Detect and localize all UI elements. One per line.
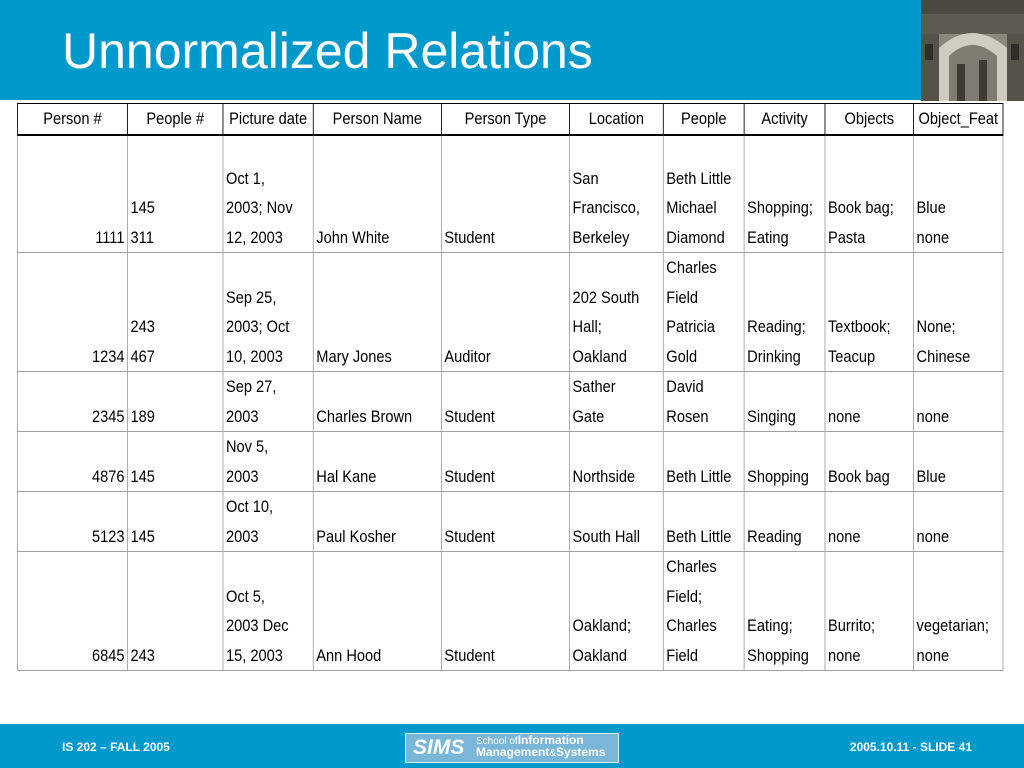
cell-person-type: Student [440,551,570,671]
cell-object-feat: None; Chinese [913,252,1004,372]
table-row: 1111 145 311 Oct 1, 2003; Nov 12, 2003 John… [17,134,1004,253]
cell-objects: Textbook; Teacup [824,252,914,372]
cell-location: 202 South Hall; Oakland [569,252,664,372]
cell-people: Beth Little Michael Diamond [662,134,745,253]
cell-person-type: Student [440,134,570,253]
unnormalized-relation-table: Person # People # Picture date Person Name P… [17,103,1004,671]
cell-people-num: 145 [127,431,224,492]
cell-person-type: Auditor [440,252,570,372]
cell-person-num: 1111 [17,134,128,253]
column-header-person-name: Person Name [312,103,442,136]
cell-location: San Francisco, Berkeley [569,134,664,253]
title-bar [0,0,1024,100]
cell-object-feat: Blue [913,431,1004,492]
logo-subtitle: School ofInformation Management&Systems [476,733,606,759]
logo-sims-text: SIMS [413,736,465,759]
cell-person-name: Charles Brown [312,371,442,432]
cell-activity: Shopping [743,431,826,492]
cell-people: Beth Little [662,431,745,492]
cell-people-num: 145 311 [127,134,224,253]
table-row: 1234 243 467 Sep 25, 2003; Oct 10, 2003 Mar… [17,252,1004,372]
cell-location: South Hall [569,491,664,552]
cell-person-name: John White [312,134,442,253]
cell-object-feat: Blue none [913,134,1004,253]
cell-activity: Shopping; Eating [743,134,826,253]
cell-people-num: 243 467 [127,252,224,372]
cell-person-name: Mary Jones [312,252,442,372]
cell-people: Beth Little [662,491,745,552]
cell-person-name: Paul Kosher [312,491,442,552]
cell-picture-date: Oct 10, 2003 [222,491,314,552]
cell-activity: Singing [743,371,826,432]
logo-ampersand: & [549,748,557,759]
column-header-people: People [662,103,745,136]
cell-object-feat: none [913,491,1004,552]
cell-person-num: 6845 [17,551,128,671]
cell-picture-date: Sep 25, 2003; Oct 10, 2003 [222,252,314,372]
relation-table-wrapper: Person # People # Picture date Person Name P… [17,103,1024,671]
slide-title: Unnormalized Relations [62,23,593,79]
cell-people-num: 145 [127,491,224,552]
sims-logo: SIMS School ofInformation Management&Sys… [405,733,619,763]
cell-location: Northside [569,431,664,492]
cell-people-num: 189 [127,371,224,432]
cell-activity: Reading [743,491,826,552]
cell-people-num: 243 [127,551,224,671]
column-header-person-num: Person # [17,103,128,136]
cell-objects: none [824,491,914,552]
column-header-people-num: People # [127,103,224,136]
table-row: 6845 243 Oct 5, 2003 Dec 15, 2003 Ann Hood S… [17,551,1004,671]
cell-person-type: Student [440,491,570,552]
table-row: 5123 145 Oct 10, 2003 Paul Kosher Student Sou… [17,491,1004,552]
cell-person-num: 4876 [17,431,128,492]
cell-people: Charles Field Patricia Gold [662,252,745,372]
column-header-location: Location [569,103,664,136]
building-photo [921,0,1024,101]
course-label: IS 202 – FALL 2005 [62,740,170,754]
table-header-row: Person # People # Picture date Person Name P… [17,103,1004,136]
column-header-picture-date: Picture date [222,103,314,136]
cell-people: Charles Field; Charles Field [662,551,745,671]
cell-person-type: Student [440,371,570,432]
cell-activity: Eating; Shopping [743,551,826,671]
column-header-activity: Activity [743,103,826,136]
cell-picture-date: Nov 5, 2003 [222,431,314,492]
cell-picture-date: Oct 5, 2003 Dec 15, 2003 [222,551,314,671]
table-row: 4876 145 Nov 5, 2003 Hal Kane Student Northsi… [17,431,1004,492]
slide-number-label: 2005.10.11 - SLIDE 41 [849,740,972,754]
cell-people: David Rosen [662,371,745,432]
table-row: 2345 189 Sep 27, 2003 Charles Brown Student S… [17,371,1004,432]
cell-object-feat: none [913,371,1004,432]
logo-systems: Systems [556,745,606,759]
cell-person-name: Hal Kane [312,431,442,492]
cell-objects: Book bag [824,431,914,492]
column-header-object-feat: Object_Feat [913,103,1004,136]
cell-location: Sather Gate [569,371,664,432]
column-header-person-type: Person Type [440,103,570,136]
cell-person-num: 2345 [17,371,128,432]
logo-information: Information [517,733,584,747]
cell-picture-date: Sep 27, 2003 [222,371,314,432]
logo-management: Management [476,745,550,759]
cell-person-type: Student [440,431,570,492]
cell-person-num: 5123 [17,491,128,552]
cell-objects: Burrito; none [824,551,914,671]
cell-person-name: Ann Hood [312,551,442,671]
logo-school-of: School of [476,736,518,747]
cell-object-feat: vegetarian; none [913,551,1004,671]
cell-objects: Book bag; Pasta [824,134,914,253]
cell-person-num: 1234 [17,252,128,372]
cell-activity: Reading; Drinking [743,252,826,372]
cell-objects: none [824,371,914,432]
column-header-objects: Objects [824,103,914,136]
cell-picture-date: Oct 1, 2003; Nov 12, 2003 [222,134,314,253]
cell-location: Oakland; Oakland [569,551,664,671]
